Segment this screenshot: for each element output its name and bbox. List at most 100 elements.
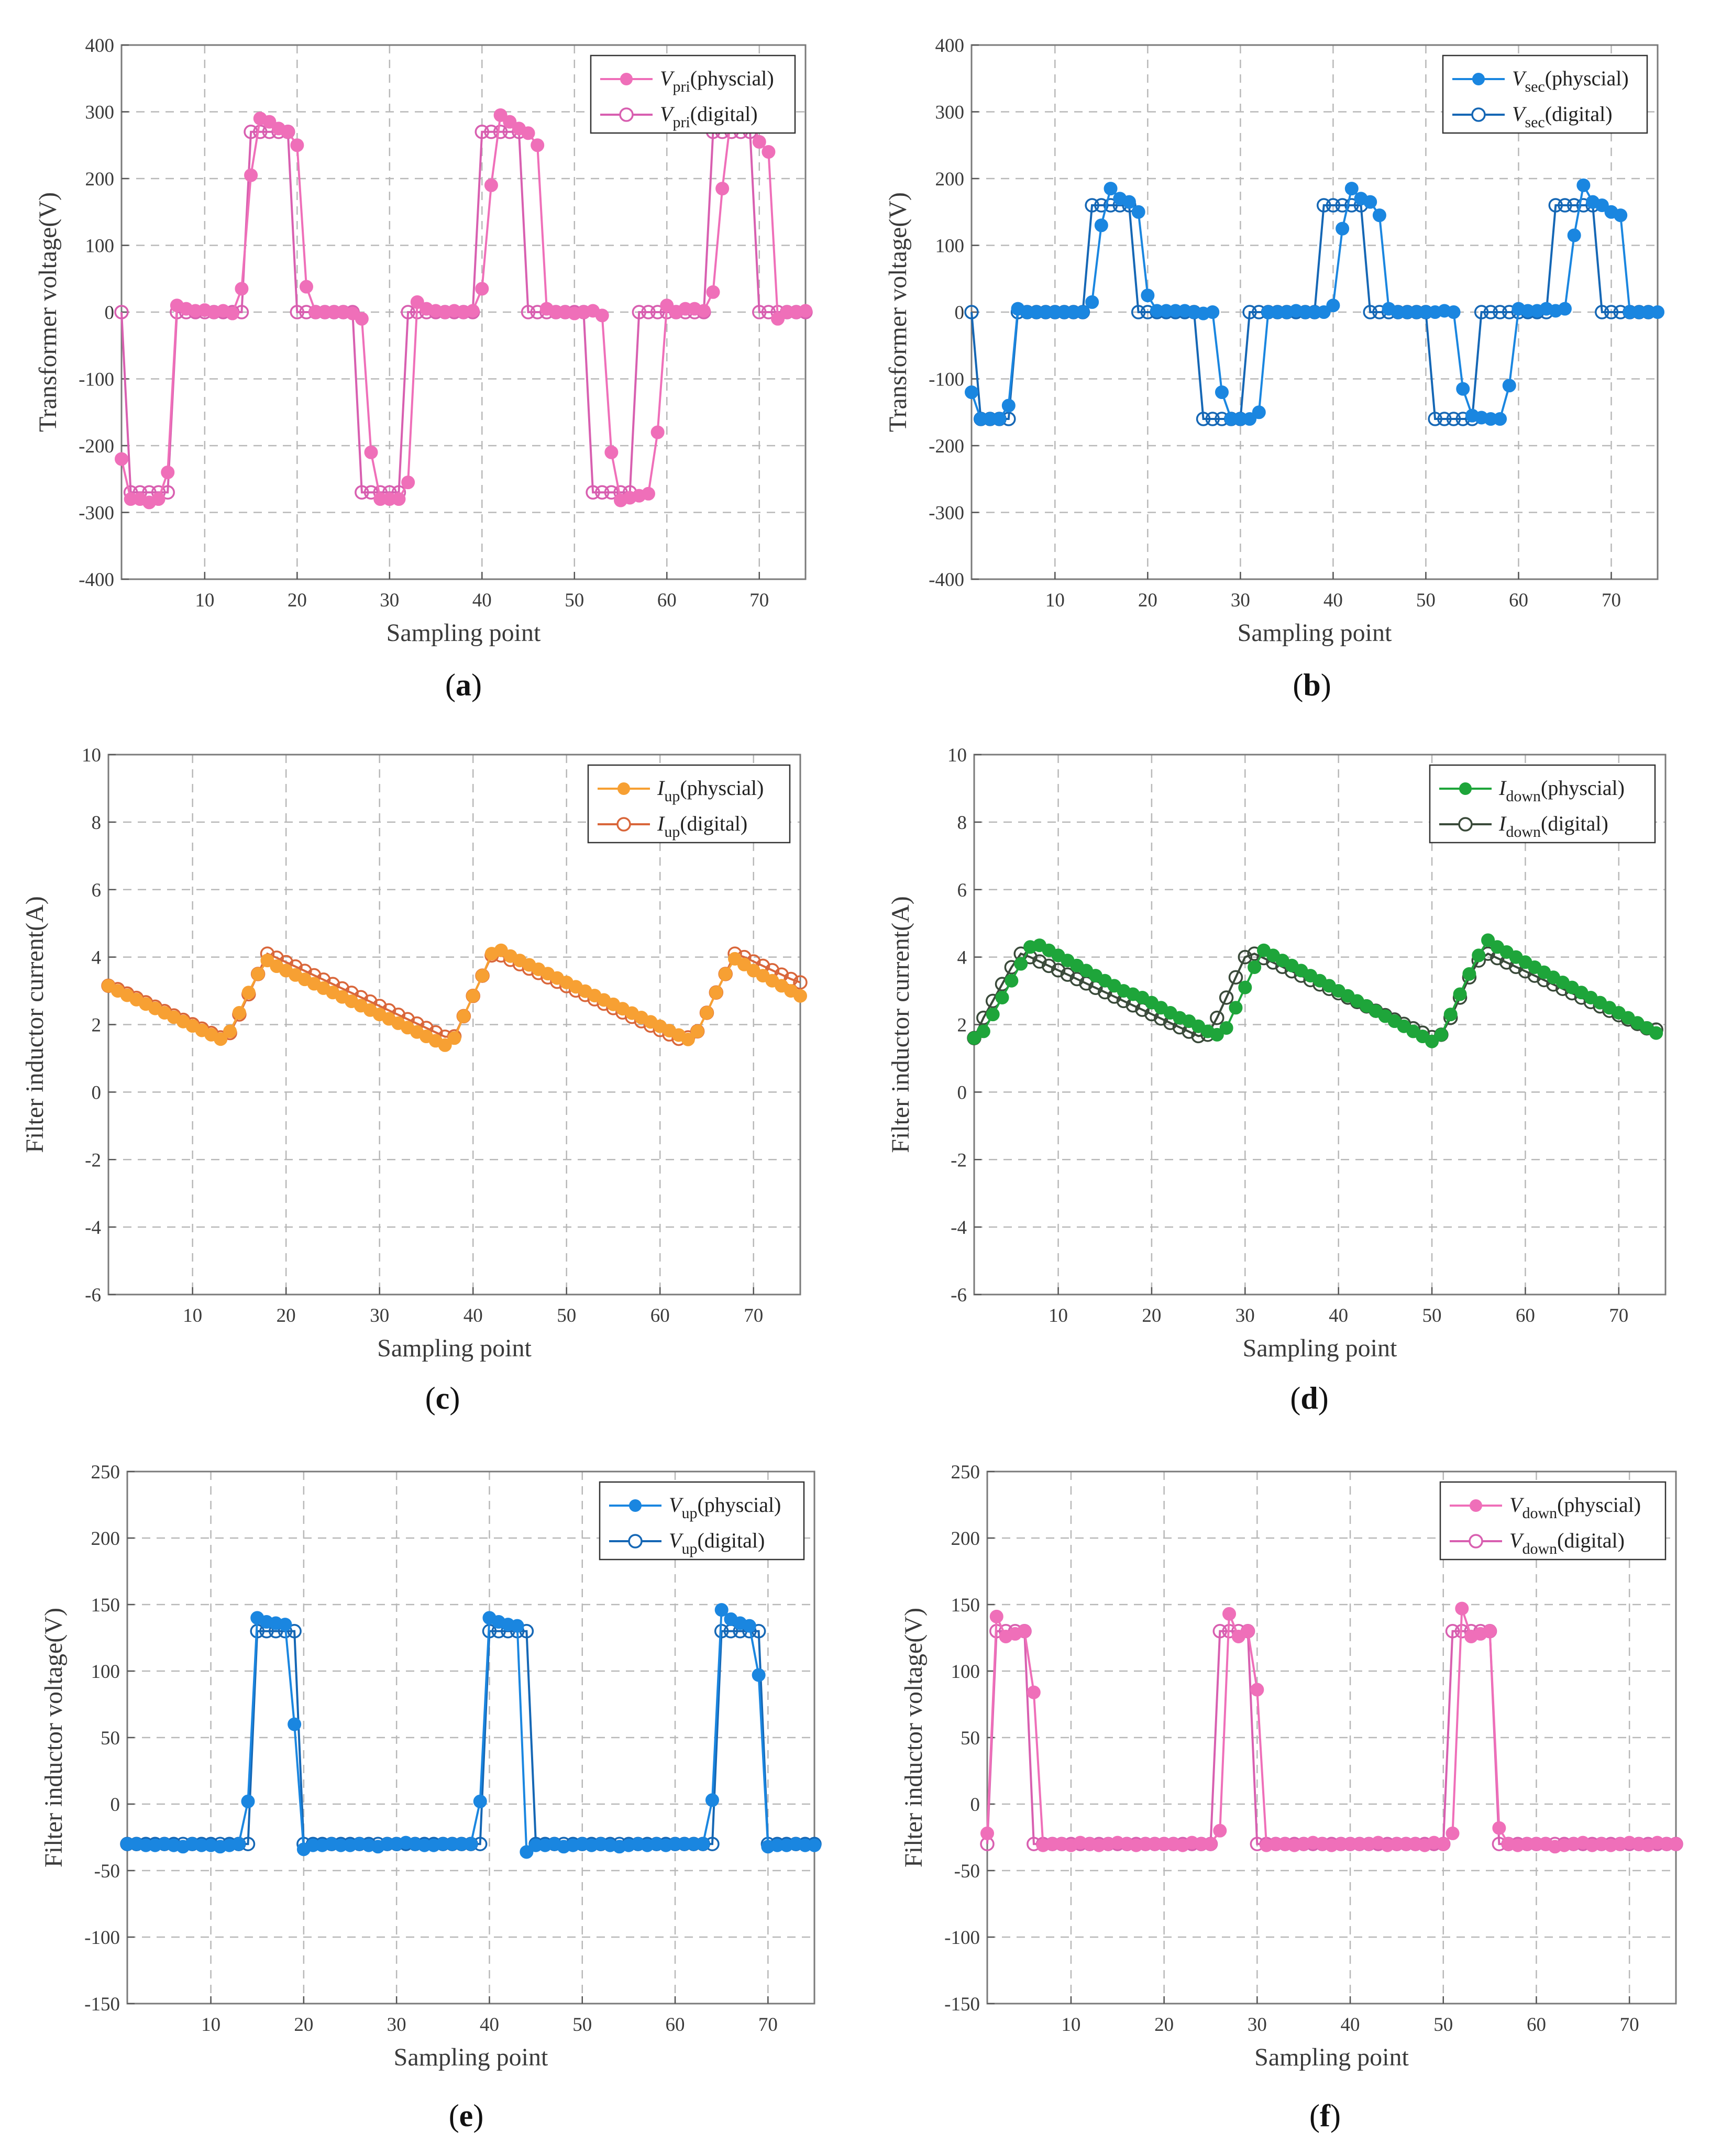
data-point-physcial bbox=[604, 445, 619, 459]
data-point-physcial bbox=[1326, 298, 1340, 313]
data-point-physcial bbox=[650, 425, 665, 439]
data-point-digital bbox=[1051, 963, 1066, 978]
data-point-digital bbox=[1210, 1010, 1224, 1025]
x-tick-label: 20 bbox=[288, 590, 307, 611]
x-tick-label: 20 bbox=[1142, 1305, 1161, 1326]
data-point-physcial bbox=[1222, 1607, 1237, 1621]
data-point-digital bbox=[604, 485, 619, 500]
x-tick-label: 70 bbox=[1609, 1305, 1628, 1326]
data-point-digital bbox=[290, 305, 305, 319]
data-point-physcial bbox=[1481, 933, 1495, 947]
legend-label-digital: Vpri(digital) bbox=[660, 102, 758, 131]
data-point-physcial bbox=[503, 115, 517, 129]
data-point-physcial bbox=[288, 1717, 302, 1731]
legend-label-physcial: Vpri(physcial) bbox=[660, 67, 774, 95]
data-point-physcial bbox=[401, 476, 415, 490]
data-point-digital bbox=[1041, 958, 1056, 974]
data-point-physcial bbox=[476, 969, 490, 983]
y-tick-label: 0 bbox=[105, 302, 115, 324]
legend: Vup(physcial) Vup(digital) bbox=[599, 1481, 805, 1561]
data-point-digital bbox=[1196, 412, 1211, 426]
data-point-physcial bbox=[690, 1024, 704, 1038]
x-tick-label: 20 bbox=[1154, 2014, 1174, 2036]
y-tick-label: 50 bbox=[961, 1728, 980, 1749]
chart-panel-f: 10 20 30 40 50 60 70 -150 -100 -50 0 50 100 150 200 250… bbox=[900, 1462, 1683, 2133]
y-tick-label: 10 bbox=[82, 745, 101, 766]
data-point-physcial bbox=[251, 967, 265, 981]
data-point-digital bbox=[1212, 1624, 1228, 1639]
data-point-physcial bbox=[410, 295, 424, 309]
data-point-digital bbox=[114, 305, 129, 319]
x-tick-label: 50 bbox=[1416, 590, 1436, 611]
data-point-physcial bbox=[475, 282, 489, 296]
data-point-physcial bbox=[1219, 1021, 1233, 1035]
data-point-physcial bbox=[1336, 222, 1350, 236]
y-tick-label: 0 bbox=[970, 1794, 980, 1816]
x-tick-label: 10 bbox=[195, 590, 214, 611]
x-axis-label: Sampling point bbox=[1243, 1334, 1397, 1362]
y-tick-label: 250 bbox=[951, 1462, 980, 1483]
y-tick-label: 150 bbox=[91, 1595, 120, 1616]
y-tick-label: 2 bbox=[92, 1015, 102, 1036]
legend-marker-physcial bbox=[617, 782, 630, 795]
x-tick-label: 40 bbox=[1329, 1305, 1348, 1326]
data-point-physcial bbox=[771, 312, 785, 326]
y-tick-label: -150 bbox=[944, 1994, 980, 2015]
data-point-physcial bbox=[1018, 1624, 1032, 1638]
data-point-physcial bbox=[521, 126, 535, 140]
y-tick-label: -6 bbox=[85, 1285, 101, 1306]
data-point-physcial bbox=[1462, 967, 1476, 981]
data-point-physcial bbox=[355, 312, 369, 326]
legend-label-physcial: Vsec(physcial) bbox=[1512, 67, 1629, 95]
y-tick-label: 0 bbox=[955, 302, 965, 324]
y-tick-label: 8 bbox=[92, 812, 102, 834]
panel-label: (d) bbox=[1290, 1381, 1328, 1416]
x-tick-label: 30 bbox=[370, 1305, 389, 1326]
data-point-physcial bbox=[457, 1009, 471, 1023]
data-point-physcial bbox=[225, 306, 239, 320]
data-point-digital bbox=[1493, 305, 1507, 319]
data-point-digital bbox=[594, 485, 610, 500]
legend-label-digital: Vdown(digital) bbox=[1509, 1529, 1625, 1557]
y-tick-label: -150 bbox=[84, 1994, 120, 2015]
legend-marker-digital bbox=[1469, 1534, 1483, 1549]
data-point-digital bbox=[287, 1624, 302, 1639]
x-tick-label: 60 bbox=[1516, 1305, 1535, 1326]
data-point-digital bbox=[1437, 412, 1452, 426]
x-tick-label: 30 bbox=[1231, 590, 1250, 611]
x-tick-label: 70 bbox=[749, 590, 769, 611]
data-point-physcial bbox=[641, 487, 655, 501]
data-point-digital bbox=[1238, 949, 1253, 965]
data-point-digital bbox=[1428, 412, 1442, 426]
data-point-physcial bbox=[681, 1032, 695, 1046]
legend-label-physcial: Vdown(physcial) bbox=[1509, 1493, 1641, 1522]
data-point-physcial bbox=[1472, 948, 1486, 963]
data-point-digital bbox=[650, 305, 665, 319]
data-point-physcial bbox=[466, 304, 480, 318]
legend-label-digital: Idown(digital) bbox=[1498, 812, 1608, 841]
data-point-physcial bbox=[752, 1668, 766, 1682]
data-point-physcial bbox=[986, 1008, 1000, 1022]
data-point-physcial bbox=[447, 1031, 461, 1045]
y-tick-label: -200 bbox=[929, 436, 964, 457]
legend-label-physcial: Idown(physcial) bbox=[1498, 776, 1625, 805]
y-tick-label: 200 bbox=[935, 169, 965, 190]
data-point-physcial bbox=[231, 1837, 246, 1851]
data-point-digital bbox=[1060, 967, 1075, 982]
data-point-physcial bbox=[706, 285, 720, 299]
data-point-physcial bbox=[1204, 1837, 1218, 1851]
legend-label-physcial: Vup(physcial) bbox=[669, 1493, 781, 1522]
data-point-physcial bbox=[1213, 1823, 1227, 1838]
y-axis-label: Filter inductor current(A) bbox=[21, 896, 49, 1153]
x-tick-label: 70 bbox=[744, 1305, 763, 1326]
data-point-physcial bbox=[1455, 1601, 1469, 1616]
data-point-physcial bbox=[1229, 1001, 1243, 1015]
data-point-physcial bbox=[1443, 1008, 1458, 1022]
y-tick-label: -100 bbox=[84, 1927, 120, 1949]
data-point-physcial bbox=[762, 145, 776, 159]
data-point-digital bbox=[1474, 305, 1489, 319]
data-point-digital bbox=[964, 305, 979, 319]
data-point-physcial bbox=[281, 125, 295, 139]
data-point-physcial bbox=[493, 108, 508, 122]
